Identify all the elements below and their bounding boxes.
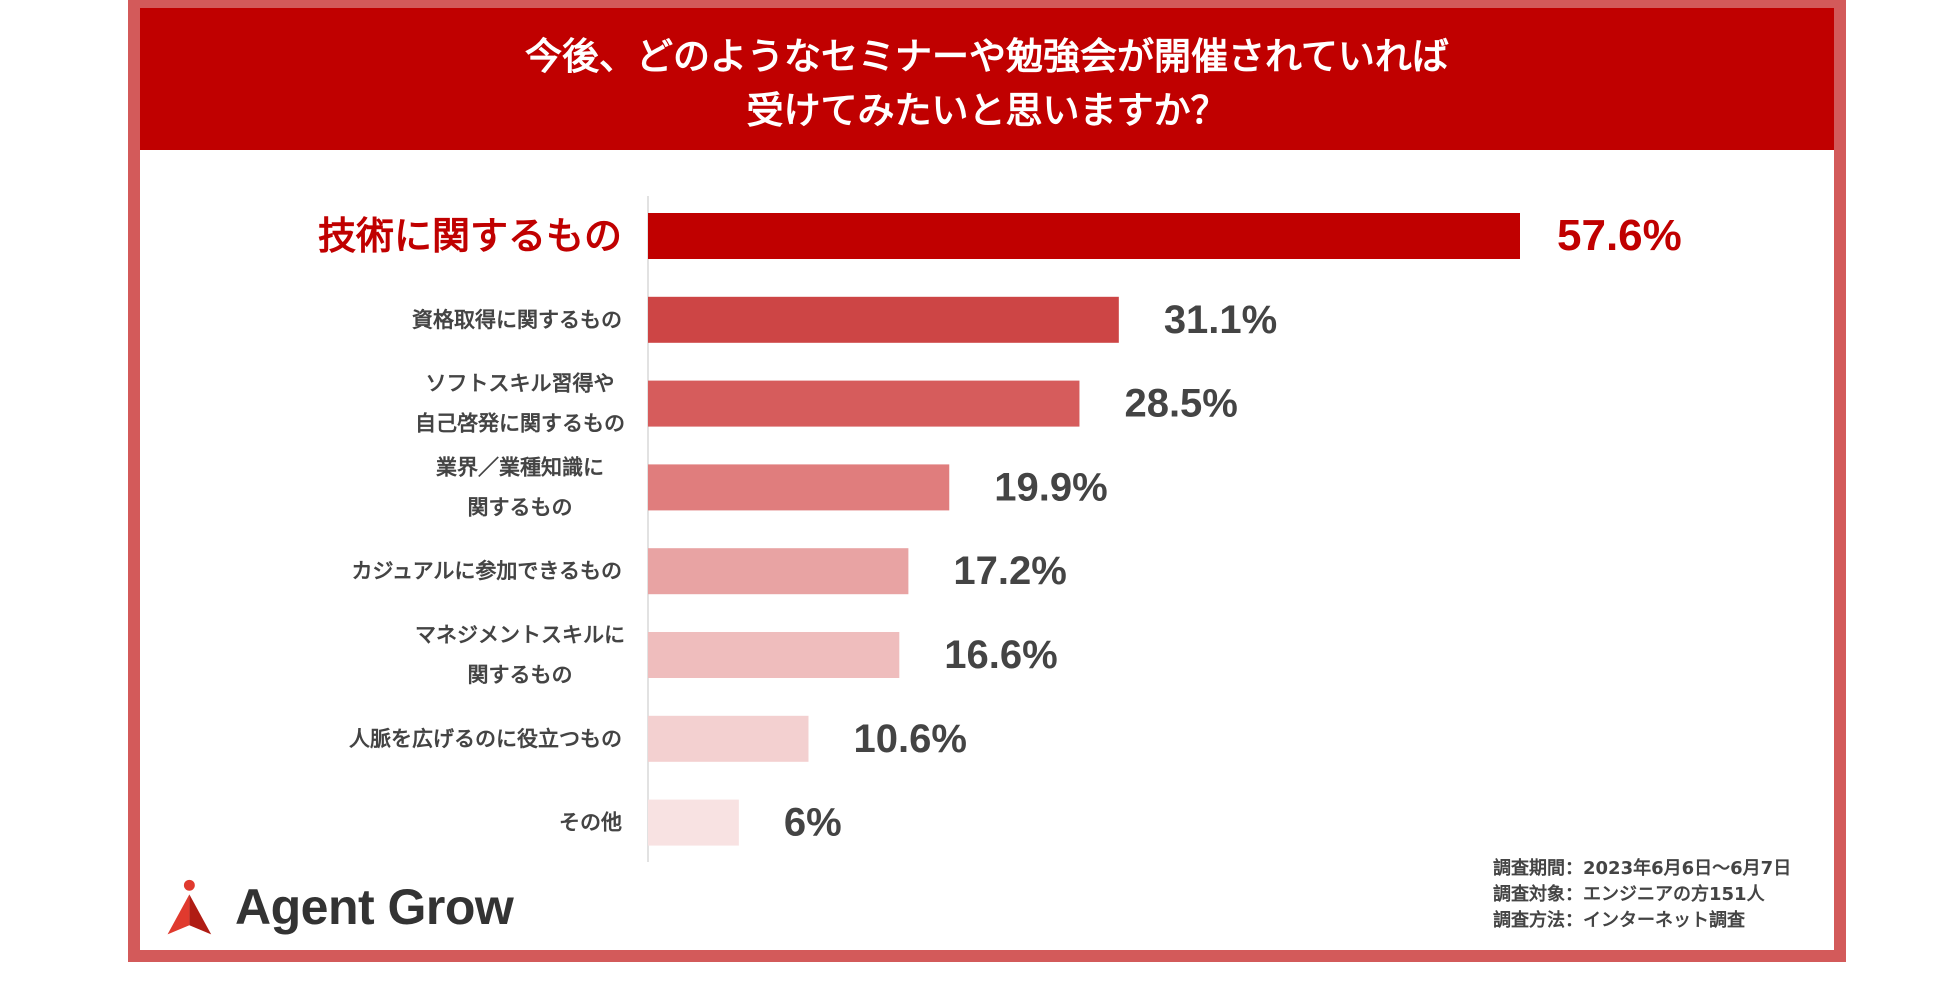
chart-title: 今後、どのようなセミナーや勉強会が開催されていれば 受けてみたいと思いますか？ [140,30,1834,138]
category-label-1-0: 資格取得に関するもの [412,308,622,332]
value-label-3: 19.9% [994,465,1107,509]
category-label-6-0: 人脈を広げるのに役立つもの [349,727,622,751]
bar-2 [648,380,1080,427]
bar-1 [648,296,1119,343]
category-label-3-0: 業界／業種知識に [436,455,604,479]
value-label-1: 31.1% [1164,298,1277,342]
bar-3 [648,464,950,511]
category-label-7-0: その他 [559,811,622,835]
chart-frame [128,0,1846,962]
value-label-4: 17.2% [953,549,1066,593]
survey-footnote: 調査期間：2023年6月6日〜6月7日 調査対象：エンジニアの方151人 調査方… [1493,856,1791,934]
person-triangle-icon [167,879,212,935]
footnote-method: 調査方法：インターネット調査 [1493,910,1745,931]
bar-4 [648,548,909,595]
value-label-5: 16.6% [944,633,1057,677]
category-label-2-1: 自己啓発に関するもの [415,412,625,436]
value-label-6: 10.6% [853,717,966,761]
footnote-period: 調査期間：2023年6月6日〜6月7日 [1493,858,1792,879]
title-line-2: 受けてみたいと思いますか？ [746,89,1228,132]
bar-0 [648,213,1520,259]
category-label-4-0: カジュアルに参加できるもの [352,559,622,583]
category-label-5-1: 関するもの [468,663,573,687]
value-label-0: 57.6% [1557,211,1682,260]
bar-7 [648,799,739,846]
title-banner: 今後、どのようなセミナーや勉強会が開催されていれば 受けてみたいと思いますか？ [140,8,1834,150]
value-label-2: 28.5% [1124,382,1237,426]
bar-5 [648,632,900,678]
bar-6 [648,715,809,762]
category-label-2-0: ソフトスキル習得や [426,372,615,396]
footnote-target: 調査対象：エンジニアの方151人 [1493,884,1765,905]
category-label-3-1: 関するもの [468,495,573,519]
category-label-0-0: 技術に関するもの [318,214,622,258]
category-label-5-0: マネジメントスキルに [415,623,625,647]
value-label-7: 6% [784,801,842,845]
title-line-1: 今後、どのようなセミナーや勉強会が開催されていれば [525,35,1449,78]
logo-text: Agent Grow [235,879,514,935]
